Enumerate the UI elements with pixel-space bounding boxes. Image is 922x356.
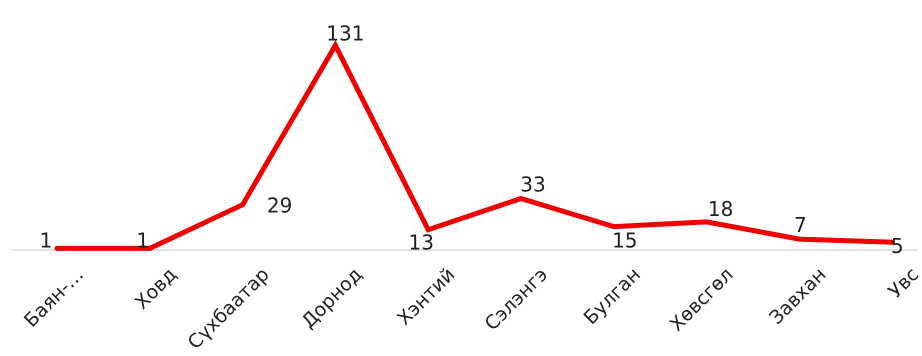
data-label: 7 xyxy=(794,213,807,237)
data-point xyxy=(796,236,802,242)
data-point xyxy=(240,202,246,208)
x-tick-label: Дорнод xyxy=(297,264,366,333)
data-point xyxy=(332,42,338,48)
x-tick-label: Увс xyxy=(884,264,922,303)
x-tick-label: Хөвсгөл xyxy=(666,264,738,336)
data-point xyxy=(611,224,617,230)
data-label: 33 xyxy=(520,172,545,196)
data-label: 1 xyxy=(136,228,149,252)
x-tick-label: Ховд xyxy=(131,264,181,314)
x-tick-label: Хэнтий xyxy=(393,264,459,330)
x-tick-label: Баян-… xyxy=(20,264,88,332)
data-point xyxy=(147,245,153,251)
data-point xyxy=(889,239,895,245)
data-point xyxy=(704,219,710,225)
x-axis-tick-labels: Баян-… Ховд Сүхбаатар Дорнод Хэнтий Сэлэнгэ Бу… xyxy=(20,264,922,354)
x-tick-label: Завхан xyxy=(765,264,830,329)
x-tick-label: Сүхбаатар xyxy=(184,264,274,354)
data-label: 29 xyxy=(267,194,292,218)
data-labels: 1 1 29 131 13 33 15 18 7 5 xyxy=(40,21,904,258)
data-point xyxy=(54,245,60,251)
series-layer xyxy=(54,40,895,251)
data-label: 13 xyxy=(408,231,433,255)
series-line xyxy=(57,40,893,251)
data-label: 18 xyxy=(708,197,733,221)
data-point xyxy=(518,195,524,201)
data-label: 15 xyxy=(612,229,637,253)
data-label: 5 xyxy=(891,234,904,258)
data-label: 131 xyxy=(326,21,364,45)
data-point xyxy=(425,227,431,233)
data-label: 1 xyxy=(40,228,53,252)
x-tick-label: Булган xyxy=(580,264,645,329)
x-tick-label: Сэлэнгэ xyxy=(481,264,552,335)
